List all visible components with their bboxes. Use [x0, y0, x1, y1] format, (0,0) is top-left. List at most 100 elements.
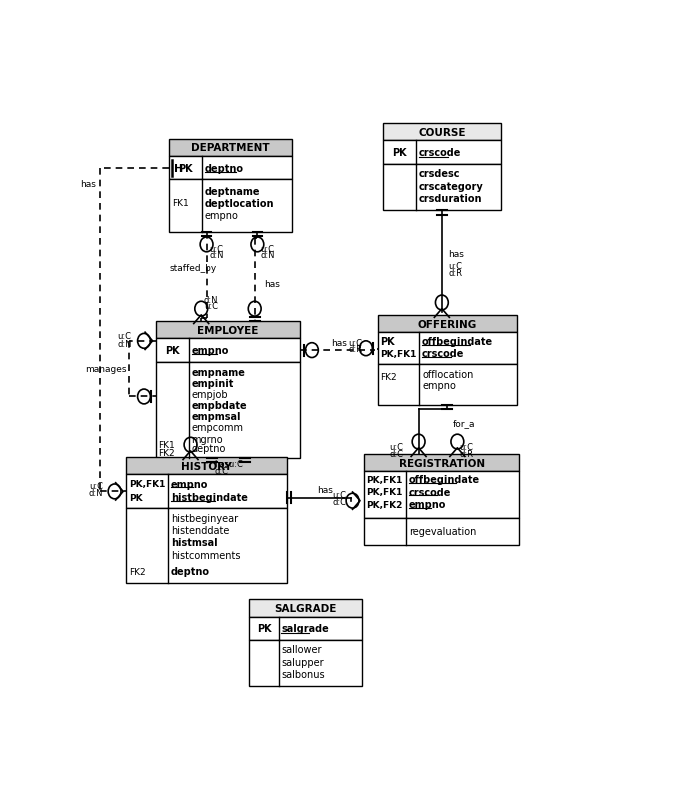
Text: PK: PK: [179, 164, 193, 173]
Text: EMPLOYEE: EMPLOYEE: [197, 326, 259, 335]
Text: has: has: [331, 338, 347, 348]
Text: for_a: for_a: [453, 419, 475, 428]
Text: HISTORY: HISTORY: [181, 461, 232, 471]
Bar: [377, 365, 517, 405]
Text: crscategory: crscategory: [419, 181, 484, 192]
Bar: [364, 518, 520, 546]
Text: d:C: d:C: [333, 497, 346, 506]
Text: sallower: sallower: [282, 645, 322, 654]
Text: FK2: FK2: [129, 567, 146, 577]
Text: d:R: d:R: [460, 449, 473, 458]
Text: d:N: d:N: [209, 250, 224, 259]
Bar: [169, 180, 292, 233]
Text: regevaluation: regevaluation: [408, 527, 476, 537]
Text: empbdate: empbdate: [192, 401, 247, 411]
Text: FK2: FK2: [380, 373, 397, 382]
Text: offlocation: offlocation: [422, 369, 473, 379]
Text: deptno: deptno: [205, 164, 244, 173]
Bar: [377, 315, 517, 333]
Bar: [156, 363, 300, 458]
Text: PK,FK1: PK,FK1: [366, 488, 403, 496]
Text: u:C: u:C: [117, 332, 131, 341]
Text: hasu:C: hasu:C: [215, 460, 244, 469]
Text: SALGRADE: SALGRADE: [275, 603, 337, 614]
Text: FK1: FK1: [159, 440, 175, 449]
Bar: [383, 164, 501, 211]
Text: PK: PK: [380, 336, 395, 346]
Text: crscode: crscode: [422, 349, 464, 358]
Text: u:C: u:C: [260, 245, 274, 253]
Text: histcomments: histcomments: [170, 550, 240, 560]
Text: empcomm: empcomm: [192, 423, 244, 433]
Bar: [169, 140, 292, 156]
Text: offbegindate: offbegindate: [408, 475, 480, 484]
Text: deptno: deptno: [192, 444, 226, 454]
Text: mgrno: mgrno: [192, 434, 224, 444]
Text: empno: empno: [205, 211, 239, 221]
Text: has: has: [80, 180, 96, 188]
Text: H: H: [175, 164, 184, 173]
Text: PK,FK1: PK,FK1: [380, 349, 417, 358]
Text: d:R: d:R: [348, 345, 362, 354]
Text: u:C: u:C: [204, 302, 218, 310]
Text: FK1: FK1: [172, 199, 188, 209]
Text: FK2: FK2: [159, 448, 175, 458]
Bar: [126, 475, 287, 508]
Text: crscode: crscode: [419, 148, 461, 158]
Text: d:N: d:N: [260, 250, 275, 259]
Text: d:R: d:R: [448, 269, 462, 277]
Text: empname: empname: [192, 367, 246, 377]
Bar: [383, 124, 501, 141]
Text: d:N: d:N: [117, 339, 132, 348]
Bar: [126, 508, 287, 583]
Text: empinit: empinit: [192, 379, 234, 388]
Text: offbegindate: offbegindate: [422, 336, 493, 346]
Text: u:C: u:C: [348, 338, 362, 347]
Text: staffed_by: staffed_by: [169, 263, 217, 273]
Text: u:C: u:C: [389, 443, 403, 452]
Text: COURSE: COURSE: [418, 128, 466, 138]
Text: salbonus: salbonus: [282, 669, 325, 679]
Text: histbegindate: histbegindate: [170, 492, 248, 503]
Bar: [249, 640, 362, 687]
Text: manages: manages: [85, 365, 126, 374]
Text: empno: empno: [422, 380, 456, 391]
Text: empno: empno: [170, 479, 208, 489]
Text: empno: empno: [192, 346, 229, 355]
Bar: [169, 156, 292, 180]
Text: deptno: deptno: [170, 567, 210, 577]
Text: d:C: d:C: [389, 449, 403, 458]
Bar: [249, 617, 362, 640]
Bar: [249, 600, 362, 617]
Text: empjob: empjob: [192, 390, 228, 399]
Text: PK,FK1: PK,FK1: [129, 480, 166, 488]
Text: d:C: d:C: [215, 467, 228, 476]
Text: histbeginyear: histbeginyear: [170, 513, 238, 523]
Text: salupper: salupper: [282, 657, 324, 667]
Text: u:C: u:C: [209, 245, 224, 253]
Bar: [156, 322, 300, 339]
Bar: [377, 333, 517, 365]
Text: u:C: u:C: [333, 490, 346, 500]
Text: has: has: [448, 249, 464, 258]
Text: PK: PK: [393, 148, 407, 158]
Text: PK: PK: [129, 493, 143, 502]
Text: histmsal: histmsal: [170, 537, 217, 548]
Text: crsdesc: crsdesc: [419, 169, 460, 179]
Text: u:C: u:C: [460, 443, 473, 452]
Text: has: has: [317, 485, 333, 494]
Text: DEPARTMENT: DEPARTMENT: [191, 143, 270, 153]
Text: PK: PK: [165, 346, 179, 355]
Bar: [126, 457, 287, 475]
Text: deptname: deptname: [205, 186, 260, 196]
Text: d:N: d:N: [89, 488, 104, 497]
Bar: [383, 141, 501, 164]
Text: empmsal: empmsal: [192, 411, 241, 422]
Text: d:N: d:N: [204, 295, 219, 305]
Text: PK,FK2: PK,FK2: [366, 500, 403, 509]
Text: crscode: crscode: [408, 487, 451, 497]
Text: OFFERING: OFFERING: [417, 319, 477, 329]
Text: salgrade: salgrade: [282, 624, 329, 634]
Text: u:C: u:C: [448, 262, 462, 271]
Text: u:C: u:C: [89, 481, 103, 490]
